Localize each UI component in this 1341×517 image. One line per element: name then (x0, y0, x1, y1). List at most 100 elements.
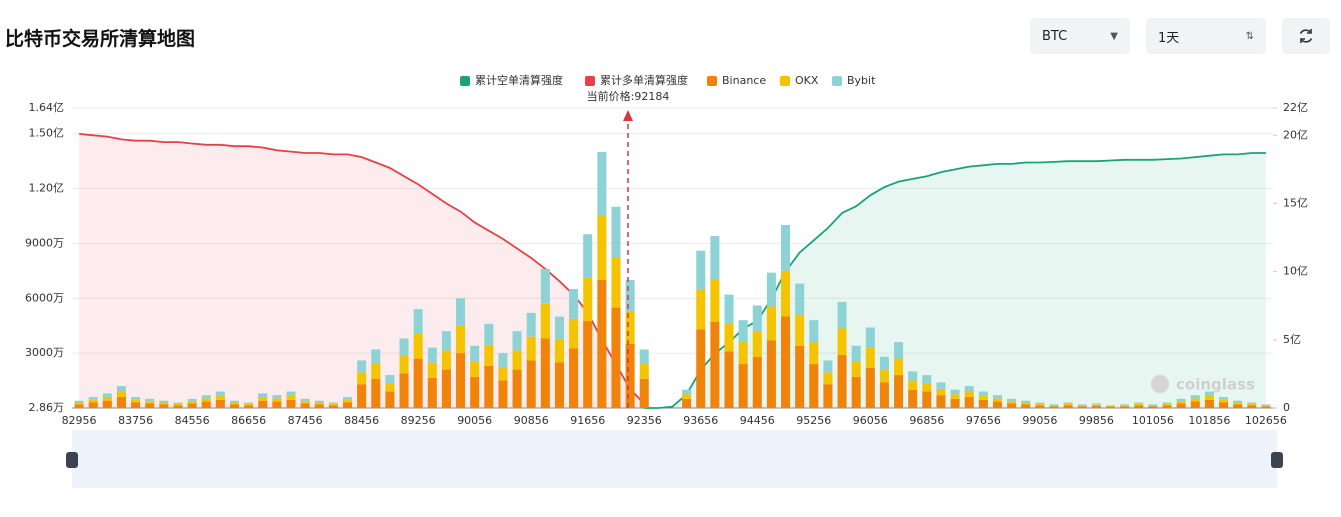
slider-handle[interactable] (1271, 452, 1283, 468)
bar-segment (498, 353, 508, 367)
bar-segment (1204, 399, 1214, 408)
bar-segment (1233, 402, 1243, 405)
bar-segment (1049, 406, 1059, 408)
bar-segment (470, 361, 480, 377)
y-tick-label: 1.50亿 (29, 127, 65, 140)
refresh-icon (1299, 29, 1313, 43)
bar-segment (710, 322, 720, 408)
bar-segment (526, 360, 536, 408)
bar-segment (894, 358, 904, 376)
bar-segment (710, 236, 720, 280)
bar-segment (1247, 403, 1257, 406)
bar-segment (343, 402, 353, 408)
x-tick-label: 87456 (288, 414, 323, 427)
bar-segment (1035, 403, 1045, 406)
bar-segment (413, 309, 423, 334)
slider-handle[interactable] (66, 452, 78, 468)
bar-segment (837, 301, 847, 329)
bar-segment (484, 323, 494, 345)
x-tick-label: 101856 (1188, 414, 1230, 427)
bar-segment (286, 395, 296, 400)
bar-segment (116, 386, 126, 392)
bar-segment (1190, 395, 1200, 399)
bar-segment (823, 384, 833, 408)
bar-segment (1162, 405, 1172, 408)
bar-segment (187, 398, 197, 402)
y2-tick-label: 10亿 (1283, 265, 1308, 278)
x-tick-label: 96856 (909, 414, 944, 427)
zoom-slider[interactable] (72, 430, 1277, 488)
bar-segment (1091, 405, 1101, 408)
bar-segment (682, 398, 692, 408)
bar-segment (639, 378, 649, 408)
bar-segment (978, 395, 988, 400)
bar-segment (286, 391, 296, 396)
bar-segment (611, 257, 621, 308)
bar-segment (1105, 405, 1116, 406)
bar-segment (837, 354, 847, 408)
current-price-label: 当前价格:92184 (587, 89, 670, 103)
bar-segment (766, 272, 776, 307)
bar-segment (145, 403, 155, 408)
bar-segment (696, 289, 706, 330)
bar-segment (1091, 404, 1101, 406)
bar-segment (88, 399, 98, 403)
x-tick-label: 96056 (853, 414, 888, 427)
x-tick-label: 84556 (175, 414, 210, 427)
bar-segment (159, 402, 169, 405)
bar-segment (456, 325, 466, 354)
bar-segment (554, 362, 564, 408)
bar-segment (738, 320, 748, 343)
bar-segment (823, 360, 833, 373)
bar-segment (1233, 404, 1243, 408)
bar-segment (964, 386, 974, 392)
bar-segment (159, 404, 169, 408)
bar-segment (399, 373, 409, 408)
symbol-select[interactable]: BTC ▼ (1030, 18, 1130, 54)
bar-segment (1021, 404, 1031, 408)
bar-segment (215, 391, 225, 396)
bar-segment (950, 394, 960, 399)
bar-segment (441, 350, 451, 370)
refresh-button[interactable] (1282, 18, 1330, 54)
bar-segment (229, 404, 240, 408)
bar-segment (385, 391, 395, 408)
bar-segment (131, 402, 141, 408)
bar-segment (978, 391, 988, 396)
legend-label: 累计空单清算强度 (475, 73, 563, 87)
bar-segment (922, 391, 932, 408)
bar-segment (201, 401, 211, 408)
bar-segment (1105, 405, 1116, 407)
legend-swatch (707, 76, 717, 86)
bar-segment (187, 403, 197, 408)
bar-segment (1247, 402, 1257, 404)
spinner-caret: ⇅ (1245, 30, 1254, 42)
bar-segment (922, 383, 932, 392)
bar-segment (201, 398, 211, 402)
bar-segment (1219, 397, 1229, 400)
y-tick-label: 1.20亿 (29, 182, 65, 195)
bar-segment (583, 277, 593, 322)
bar-segment (1148, 406, 1158, 408)
bar-segment (1077, 405, 1087, 407)
bar-segment (625, 279, 635, 312)
bar-segment (88, 402, 98, 408)
bar-segment (569, 318, 579, 349)
legend-swatch (585, 76, 595, 86)
series-line (79, 133, 645, 405)
bar-segment (258, 393, 268, 398)
current-price-arrow (623, 110, 633, 121)
bar-segment (498, 380, 508, 408)
bar-segment (512, 350, 522, 370)
period-select[interactable]: 1天 ⇅ (1146, 18, 1266, 54)
bar-segment (1219, 399, 1229, 403)
bar-segment (795, 314, 805, 346)
bar-segment (625, 343, 635, 408)
bar-segment (1176, 403, 1186, 408)
bar-segment (441, 369, 451, 408)
series-area (644, 153, 1266, 408)
bar-segment (399, 355, 409, 374)
legend-swatch (460, 76, 470, 86)
y2-tick-label: 22亿 (1283, 101, 1308, 114)
